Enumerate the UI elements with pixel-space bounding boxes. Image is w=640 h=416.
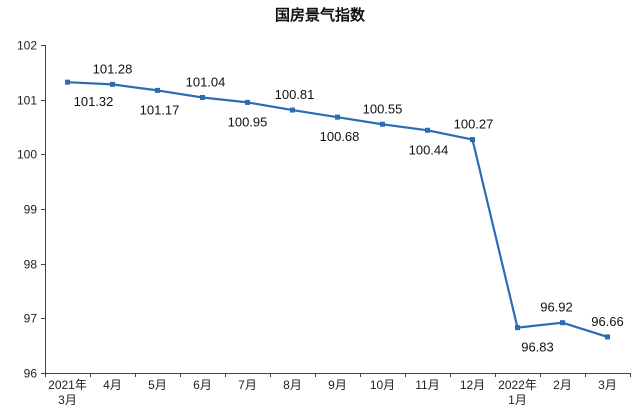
data-label-7: 100.55 [363,101,403,116]
x-tick-label-line: 2021年 [48,378,87,392]
x-tick-label-line: 2022年 [498,378,537,392]
y-tick-label: 96 [24,367,38,381]
data-point-5 [290,107,295,113]
x-tick-label-line: 7月 [238,378,257,392]
data-point-1 [110,81,115,87]
x-tick-label: 3月 [598,378,617,392]
data-label-4: 100.95 [228,114,268,129]
data-label-5: 100.81 [275,87,315,102]
data-label-9: 100.27 [454,117,494,132]
x-tick-label: 10月 [370,378,395,392]
data-label-11: 96.92 [540,300,573,315]
data-label-3: 101.04 [186,74,226,89]
x-tick-label-line: 6月 [193,378,212,392]
x-tick-label-line: 4月 [103,378,122,392]
x-tick-label: 9月 [328,378,347,392]
y-tick-label: 100 [17,148,37,162]
x-tick-label: 2月 [553,378,572,392]
series-line [67,81,608,338]
x-tick-label-line: 11月 [415,378,439,392]
data-point-0 [65,79,70,85]
x-tick-label-line: 1月 [508,393,527,407]
x-tick-label-line: 8月 [283,378,302,392]
data-point-10 [515,325,520,331]
y-tick-label: 102 [17,39,37,53]
x-tick-label-line: 10月 [370,378,395,392]
x-tick-label: 4月 [103,378,122,392]
x-tick-label: 5月 [148,378,167,392]
data-label-8: 100.44 [409,142,449,157]
x-tick-label-line: 2月 [553,378,572,392]
data-label-1: 101.28 [93,61,133,76]
data-point-7 [380,121,385,127]
data-point-2 [155,87,160,93]
y-tick-label: 101 [17,94,37,108]
x-tick-label-line: 12月 [460,378,485,392]
x-tick-label: 7月 [238,378,257,392]
x-tick-label-line: 9月 [328,378,347,392]
series [65,79,610,340]
x-tick-label: 2022年 1月 [498,378,537,407]
data-point-11 [560,320,565,326]
data-label-10: 96.83 [521,340,554,355]
x-tick-label: 6月 [193,378,212,392]
x-tick-label: 2021年 3月 [48,378,87,407]
data-label-2: 101.17 [140,102,180,117]
data-point-6 [335,114,340,120]
data-point-3 [200,94,205,100]
axes [45,45,630,374]
x-tick-label-line: 5月 [148,378,167,392]
data-label-6: 100.68 [320,129,360,144]
y-tick-label: 98 [24,258,38,272]
data-point-4 [245,99,250,105]
data-point-8 [425,127,430,133]
x-tick-label-line: 3月 [598,378,617,392]
data-point-12 [605,334,610,340]
data-point-9 [470,137,475,143]
x-tick-label: 12月 [460,378,485,392]
y-ticks: 96 97 98 99 100 101 102 [17,39,45,381]
data-label-12: 96.66 [591,314,624,329]
y-tick-label: 99 [24,203,38,217]
chart-title: 国房景气指数 [275,6,366,24]
x-tick-label-line: 3月 [58,393,77,407]
y-tick-label: 97 [24,312,38,326]
data-labels: 101.32 101.28 101.17 101.04 100.95 100.81 100.… [74,61,624,354]
data-label-0: 101.32 [74,94,114,109]
x-tick-label: 8月 [283,378,302,392]
x-tick-label: 11月 [415,378,439,392]
